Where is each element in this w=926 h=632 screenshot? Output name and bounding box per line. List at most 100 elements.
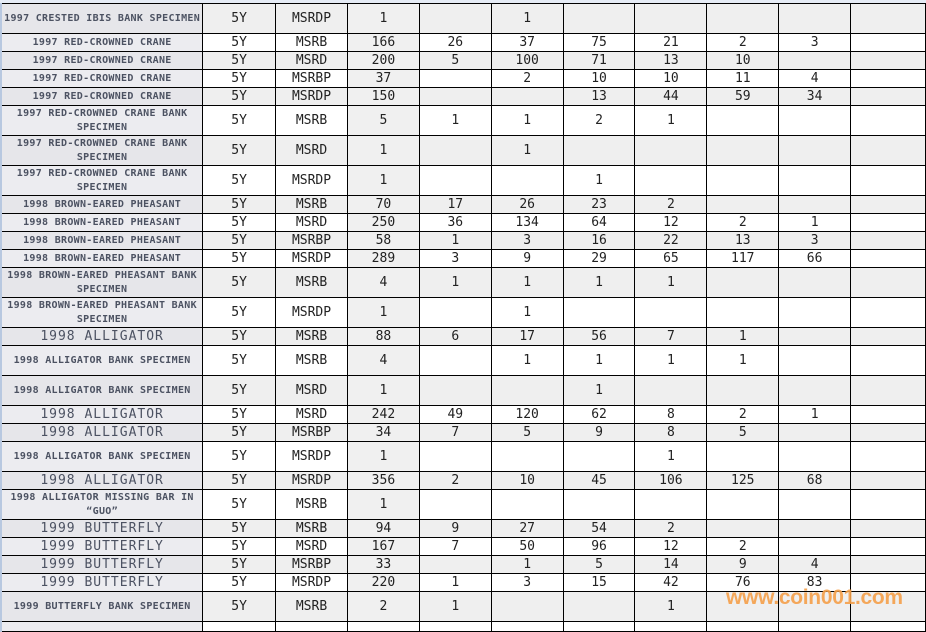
coin-name-cell[interactable]: 1999 BUTTERFLY bbox=[0, 519, 204, 538]
grade-count-cell[interactable]: 45 bbox=[562, 471, 636, 490]
grade-type-cell[interactable]: MSRD bbox=[275, 135, 348, 166]
grade-count-cell[interactable] bbox=[634, 375, 708, 406]
grade-type-cell[interactable]: MSRD bbox=[275, 405, 348, 424]
total-cell[interactable]: 37 bbox=[346, 69, 420, 88]
grade-count-cell[interactable]: 71 bbox=[562, 51, 636, 70]
grade-count-cell[interactable] bbox=[778, 327, 852, 346]
coin-name-cell[interactable]: 1999 BUTTERFLY bbox=[0, 555, 204, 574]
grade-count-cell[interactable] bbox=[778, 591, 852, 622]
grade-count-cell[interactable] bbox=[418, 297, 492, 328]
empty-cell[interactable] bbox=[0, 621, 204, 632]
grade-count-cell[interactable]: 10 bbox=[634, 69, 708, 88]
grade-count-cell[interactable]: 1 bbox=[634, 441, 708, 472]
grade-count-cell[interactable]: 37 bbox=[490, 33, 564, 52]
grade-count-cell[interactable]: 1 bbox=[778, 405, 852, 424]
grade-count-cell[interactable] bbox=[562, 3, 636, 34]
grade-count-cell[interactable]: 4 bbox=[778, 555, 852, 574]
total-cell[interactable]: 1 bbox=[346, 135, 420, 166]
grade-count-cell[interactable] bbox=[778, 375, 852, 406]
grade-count-cell[interactable]: 1 bbox=[634, 267, 708, 298]
grade-count-cell[interactable] bbox=[418, 165, 492, 196]
term-cell[interactable]: 5Y bbox=[202, 249, 277, 268]
term-cell[interactable]: 5Y bbox=[202, 135, 277, 166]
grade-count-cell[interactable] bbox=[706, 165, 780, 196]
coin-name-cell[interactable]: 1998 ALLIGATOR bbox=[0, 471, 204, 490]
grade-count-cell[interactable]: 3 bbox=[778, 33, 852, 52]
total-cell[interactable]: 250 bbox=[346, 213, 420, 232]
grade-count-cell[interactable]: 1 bbox=[706, 345, 780, 376]
grade-count-cell[interactable]: 3 bbox=[418, 249, 492, 268]
grade-count-cell[interactable]: 1 bbox=[490, 555, 564, 574]
term-cell[interactable]: 5Y bbox=[202, 591, 277, 622]
total-cell[interactable]: 1 bbox=[346, 3, 420, 34]
grade-count-cell[interactable]: 7 bbox=[418, 537, 492, 556]
coin-name-cell[interactable]: 1998 BROWN-EARED PHEASANT bbox=[0, 213, 204, 232]
grade-count-cell[interactable] bbox=[562, 441, 636, 472]
total-cell[interactable]: 2 bbox=[346, 591, 420, 622]
term-cell[interactable]: 5Y bbox=[202, 87, 277, 106]
grade-count-cell[interactable] bbox=[778, 519, 852, 538]
total-cell[interactable]: 88 bbox=[346, 327, 420, 346]
grade-count-cell[interactable]: 27 bbox=[490, 519, 564, 538]
grade-type-cell[interactable]: MSRB bbox=[275, 345, 348, 376]
term-cell[interactable]: 5Y bbox=[202, 405, 277, 424]
grade-type-cell[interactable]: MSRD bbox=[275, 537, 348, 556]
grade-count-cell[interactable] bbox=[778, 297, 852, 328]
grade-count-cell[interactable] bbox=[490, 375, 564, 406]
total-cell[interactable]: 58 bbox=[346, 231, 420, 250]
grade-type-cell[interactable]: MSRBP bbox=[275, 423, 348, 442]
grade-count-cell[interactable] bbox=[562, 297, 636, 328]
grade-count-cell[interactable]: 23 bbox=[562, 195, 636, 214]
coin-name-cell[interactable]: 1997 RED-CROWNED CRANE bbox=[0, 87, 204, 106]
grade-count-cell[interactable]: 7 bbox=[634, 327, 708, 346]
grade-type-cell[interactable]: MSRDP bbox=[275, 3, 348, 34]
grade-count-cell[interactable]: 3 bbox=[778, 231, 852, 250]
grade-count-cell[interactable] bbox=[850, 165, 926, 196]
total-cell[interactable]: 150 bbox=[346, 87, 420, 106]
grade-type-cell[interactable]: MSRBP bbox=[275, 69, 348, 88]
total-cell[interactable]: 4 bbox=[346, 345, 420, 376]
grade-count-cell[interactable] bbox=[490, 87, 564, 106]
coin-name-cell[interactable]: 1998 BROWN-EARED PHEASANT BANK SPECIMEN bbox=[0, 297, 204, 328]
grade-count-cell[interactable]: 1 bbox=[490, 105, 564, 136]
grade-count-cell[interactable] bbox=[706, 195, 780, 214]
term-cell[interactable]: 5Y bbox=[202, 165, 277, 196]
grade-count-cell[interactable]: 50 bbox=[490, 537, 564, 556]
grade-type-cell[interactable]: MSRDP bbox=[275, 573, 348, 592]
grade-count-cell[interactable]: 5 bbox=[418, 51, 492, 70]
grade-count-cell[interactable] bbox=[706, 591, 780, 622]
grade-type-cell[interactable]: MSRD bbox=[275, 51, 348, 70]
total-cell[interactable]: 1 bbox=[346, 441, 420, 472]
empty-cell[interactable] bbox=[275, 621, 348, 632]
term-cell[interactable]: 5Y bbox=[202, 195, 277, 214]
grade-type-cell[interactable]: MSRDP bbox=[275, 165, 348, 196]
coin-name-cell[interactable]: 1997 CRESTED IBIS BANK SPECIMEN bbox=[0, 3, 204, 34]
coin-name-cell[interactable]: 1998 BROWN-EARED PHEASANT bbox=[0, 231, 204, 250]
total-cell[interactable]: 4 bbox=[346, 267, 420, 298]
grade-count-cell[interactable]: 17 bbox=[490, 327, 564, 346]
grade-count-cell[interactable]: 1 bbox=[418, 231, 492, 250]
grade-type-cell[interactable]: MSRB bbox=[275, 267, 348, 298]
grade-count-cell[interactable] bbox=[490, 441, 564, 472]
total-cell[interactable]: 34 bbox=[346, 423, 420, 442]
grade-count-cell[interactable] bbox=[850, 267, 926, 298]
grade-count-cell[interactable]: 7 bbox=[418, 423, 492, 442]
grade-count-cell[interactable]: 14 bbox=[634, 555, 708, 574]
grade-count-cell[interactable] bbox=[850, 591, 926, 622]
grade-count-cell[interactable] bbox=[850, 51, 926, 70]
coin-name-cell[interactable]: 1998 ALLIGATOR MISSING BAR IN “GUO” bbox=[0, 489, 204, 520]
grade-count-cell[interactable]: 36 bbox=[418, 213, 492, 232]
total-cell[interactable]: 33 bbox=[346, 555, 420, 574]
grade-count-cell[interactable] bbox=[418, 87, 492, 106]
grade-count-cell[interactable]: 13 bbox=[634, 51, 708, 70]
grade-count-cell[interactable]: 8 bbox=[634, 405, 708, 424]
grade-type-cell[interactable]: MSRB bbox=[275, 519, 348, 538]
total-cell[interactable]: 166 bbox=[346, 33, 420, 52]
grade-count-cell[interactable] bbox=[418, 555, 492, 574]
grade-count-cell[interactable]: 2 bbox=[562, 105, 636, 136]
term-cell[interactable]: 5Y bbox=[202, 267, 277, 298]
grade-count-cell[interactable]: 16 bbox=[562, 231, 636, 250]
grade-count-cell[interactable]: 1 bbox=[634, 591, 708, 622]
term-cell[interactable]: 5Y bbox=[202, 231, 277, 250]
grade-type-cell[interactable]: MSRB bbox=[275, 591, 348, 622]
